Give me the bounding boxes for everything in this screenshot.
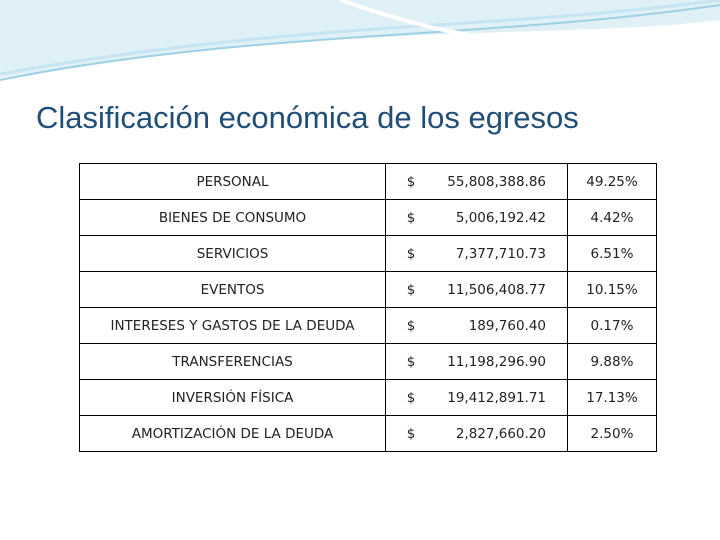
- table-row: AMORTIZACIÓN DE LA DEUDA $2,827,660.20 2.5…: [79, 415, 657, 452]
- currency: $: [406, 353, 416, 370]
- amount: 11,506,408.77: [447, 281, 546, 298]
- category: INVERSIÓN FÍSICA: [79, 379, 386, 416]
- percent: 0.17%: [567, 307, 657, 344]
- currency: $: [406, 389, 416, 406]
- table-row: EVENTOS $11,506,408.77 10.15%: [79, 271, 657, 308]
- amount: 189,760.40: [468, 317, 546, 334]
- amount-cell: $7,377,710.73: [385, 235, 568, 272]
- category: BIENES DE CONSUMO: [79, 199, 386, 236]
- swoosh: [0, 0, 720, 78]
- slide-title: Clasificación económica de los egresos: [36, 100, 579, 135]
- category: INTERESES Y GASTOS DE LA DEUDA: [79, 307, 386, 344]
- percent: 6.51%: [567, 235, 657, 272]
- category: AMORTIZACIÓN DE LA DEUDA: [79, 415, 386, 452]
- currency: $: [406, 245, 416, 262]
- percent: 4.42%: [567, 199, 657, 236]
- amount-cell: $11,506,408.77: [385, 271, 568, 308]
- percent: 10.15%: [567, 271, 657, 308]
- category: SERVICIOS: [79, 235, 386, 272]
- table-row: INVERSIÓN FÍSICA $19,412,891.71 17.13%: [79, 379, 657, 416]
- amount: 55,808,388.86: [447, 173, 546, 190]
- currency: $: [406, 173, 416, 190]
- category: PERSONAL: [79, 163, 386, 200]
- amount: 11,198,296.90: [447, 353, 546, 370]
- expense-table: PERSONAL $55,808,388.86 49.25% BIENES DE CO…: [79, 163, 657, 452]
- swoosh-line: [0, 4, 720, 81]
- amount: 5,006,192.42: [455, 209, 546, 226]
- header-decoration: [0, 0, 720, 81]
- table-row: SERVICIOS $7,377,710.73 6.51%: [79, 235, 657, 272]
- amount-cell: $189,760.40: [385, 307, 568, 344]
- percent: 49.25%: [567, 163, 657, 200]
- amount-cell: $5,006,192.42: [385, 199, 568, 236]
- swoosh-line: [0, 0, 720, 76]
- amount-cell: $19,412,891.71: [385, 379, 568, 416]
- category: EVENTOS: [79, 271, 386, 308]
- percent: 2.50%: [567, 415, 657, 452]
- table-row: BIENES DE CONSUMO $5,006,192.42 4.42%: [79, 199, 657, 236]
- percent: 17.13%: [567, 379, 657, 416]
- amount-cell: $55,808,388.86: [385, 163, 568, 200]
- table-row: PERSONAL $55,808,388.86 49.25%: [79, 163, 657, 200]
- currency: $: [406, 281, 416, 298]
- currency: $: [406, 209, 416, 226]
- amount: 2,827,660.20: [455, 425, 546, 442]
- table-row: INTERESES Y GASTOS DE LA DEUDA $189,760.4…: [79, 307, 657, 344]
- currency: $: [406, 317, 416, 334]
- table-row: TRANSFERENCIAS $11,198,296.90 9.88%: [79, 343, 657, 380]
- amount-cell: $11,198,296.90: [385, 343, 568, 380]
- amount: 7,377,710.73: [455, 245, 546, 262]
- amount: 19,412,891.71: [447, 389, 546, 406]
- percent: 9.88%: [567, 343, 657, 380]
- category: TRANSFERENCIAS: [79, 343, 386, 380]
- currency: $: [406, 425, 416, 442]
- amount-cell: $2,827,660.20: [385, 415, 568, 452]
- swoosh-line: [339, 0, 561, 47]
